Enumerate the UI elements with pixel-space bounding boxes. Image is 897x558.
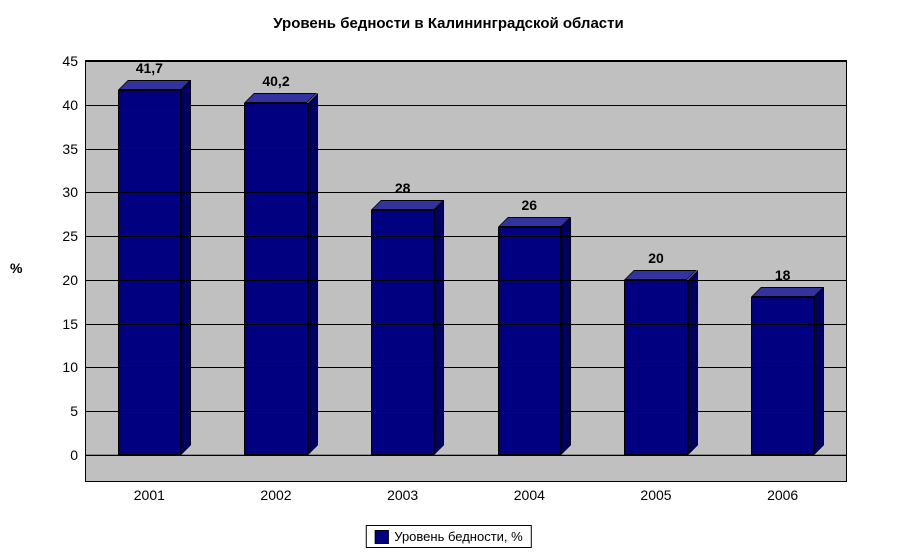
grid-line bbox=[86, 280, 846, 281]
y-tick-label: 25 bbox=[62, 228, 86, 244]
bar-front bbox=[751, 297, 814, 455]
bar-front bbox=[371, 210, 434, 455]
bars-layer: 41,7 40,2 28 26 20 18 bbox=[86, 61, 846, 455]
bar-side bbox=[181, 80, 191, 455]
bar: 28 bbox=[371, 210, 434, 455]
data-label: 18 bbox=[775, 267, 791, 283]
bar-front bbox=[498, 227, 561, 455]
x-tick-label: 2001 bbox=[134, 481, 165, 503]
y-tick-label: 40 bbox=[62, 97, 86, 113]
chart-title: Уровень бедности в Калининградской облас… bbox=[0, 15, 897, 32]
bar: 41,7 bbox=[118, 90, 181, 455]
chart-container: Уровень бедности в Калининградской облас… bbox=[0, 0, 897, 558]
y-tick-label: 20 bbox=[62, 272, 86, 288]
plot-floor bbox=[86, 454, 846, 481]
data-label: 40,2 bbox=[262, 73, 289, 89]
x-tick-label: 2003 bbox=[387, 481, 418, 503]
x-tick-label: 2006 bbox=[767, 481, 798, 503]
legend-label: Уровень бедности, % bbox=[394, 529, 522, 544]
bar-side bbox=[814, 287, 824, 455]
bar: 26 bbox=[498, 227, 561, 455]
grid-line bbox=[86, 324, 846, 325]
x-tick-label: 2005 bbox=[640, 481, 671, 503]
x-tick-label: 2002 bbox=[260, 481, 291, 503]
grid-line bbox=[86, 367, 846, 368]
data-label: 20 bbox=[648, 250, 664, 266]
grid-line bbox=[86, 105, 846, 106]
y-tick-label: 15 bbox=[62, 316, 86, 332]
bar-front bbox=[118, 90, 181, 455]
bar-side bbox=[561, 217, 571, 455]
grid-line bbox=[86, 192, 846, 193]
grid-line bbox=[86, 411, 846, 412]
bar-top bbox=[624, 270, 697, 280]
grid-line bbox=[86, 236, 846, 237]
bar-top bbox=[244, 93, 317, 103]
data-label: 28 bbox=[395, 180, 411, 196]
y-axis-label: % bbox=[10, 260, 22, 276]
x-tick-label: 2004 bbox=[514, 481, 545, 503]
plot-area: 41,740,228262018 05101520253035404520012… bbox=[85, 60, 847, 482]
y-tick-label: 10 bbox=[62, 359, 86, 375]
data-label: 41,7 bbox=[136, 60, 163, 76]
bar-side bbox=[434, 200, 444, 455]
y-tick-label: 5 bbox=[70, 403, 86, 419]
y-tick-label: 45 bbox=[62, 53, 86, 69]
legend-swatch bbox=[374, 530, 388, 544]
bar-top bbox=[498, 217, 571, 227]
data-label: 26 bbox=[522, 197, 538, 213]
bar-top bbox=[751, 287, 824, 297]
bar-top bbox=[118, 80, 191, 90]
bar-side bbox=[308, 93, 318, 455]
grid-line bbox=[86, 455, 846, 456]
legend: Уровень бедности, % bbox=[365, 525, 531, 548]
grid-line bbox=[86, 61, 846, 62]
bar-side bbox=[688, 270, 698, 455]
y-tick-label: 0 bbox=[70, 447, 86, 463]
grid-line bbox=[86, 149, 846, 150]
y-tick-label: 35 bbox=[62, 141, 86, 157]
y-tick-label: 30 bbox=[62, 184, 86, 200]
bar: 18 bbox=[751, 297, 814, 455]
bar-top bbox=[371, 200, 444, 210]
